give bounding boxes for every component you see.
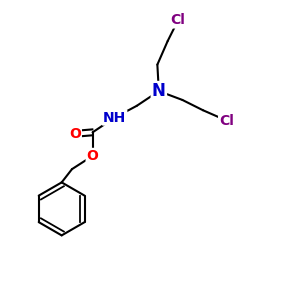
Text: NH: NH: [103, 111, 126, 124]
Text: Cl: Cl: [219, 114, 234, 128]
Text: O: O: [69, 127, 81, 141]
Text: O: O: [87, 149, 98, 163]
Text: Cl: Cl: [170, 14, 185, 27]
Text: N: N: [152, 82, 166, 100]
